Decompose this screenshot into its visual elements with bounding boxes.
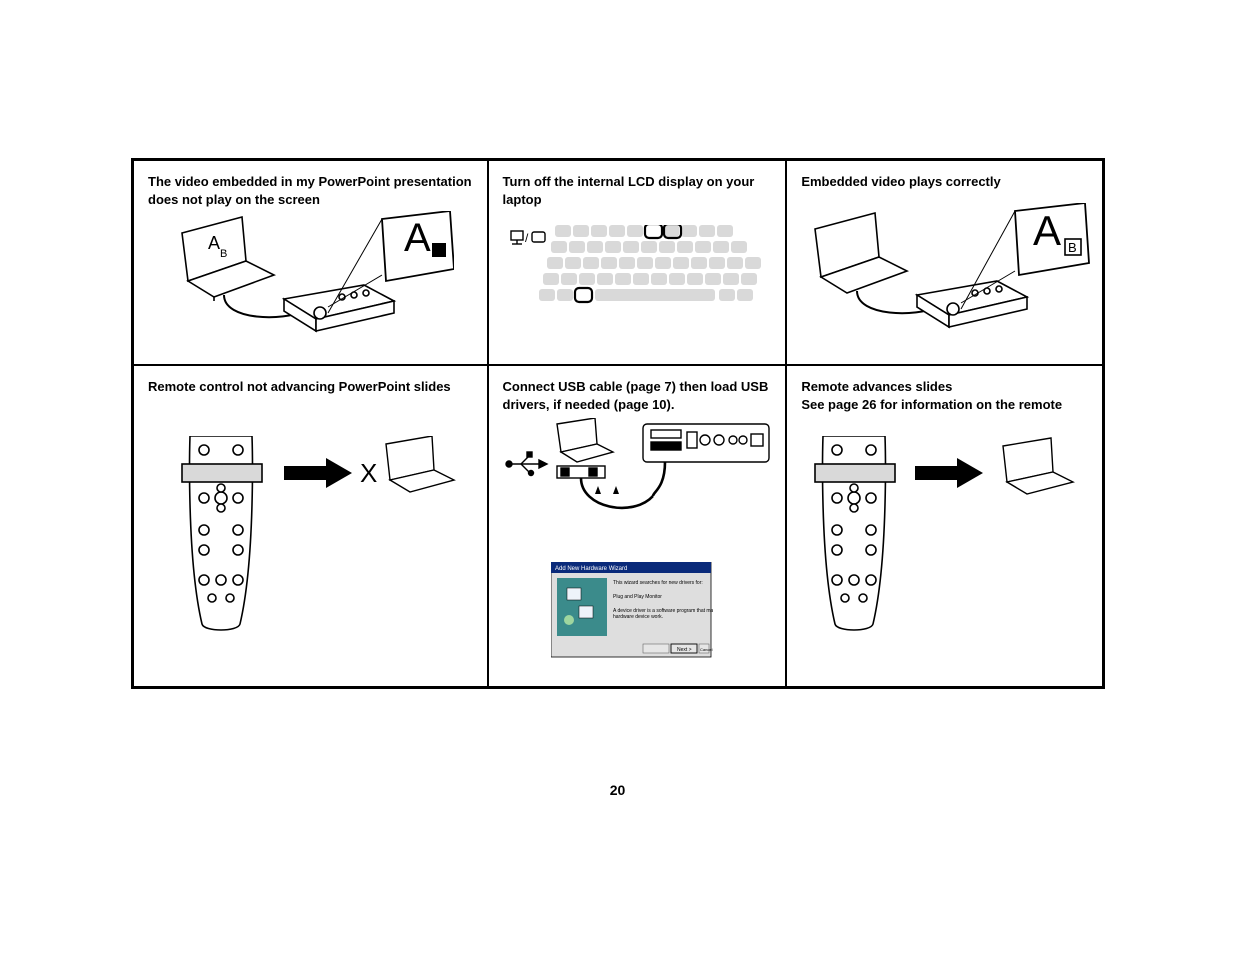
illus-remote-ok [807, 436, 1087, 651]
cell-solution-lcd-off: Turn off the internal LCD display on you… [488, 160, 787, 365]
laptop-icon [1003, 438, 1073, 494]
table-row: Remote control not advancing PowerPoint … [133, 365, 1103, 687]
cell-heading: The video embedded in my PowerPoint pres… [148, 173, 473, 208]
cell-heading: Remote control not advancing PowerPoint … [148, 378, 473, 396]
cell-result-video-ok: Embedded video plays correctly [786, 160, 1103, 365]
troubleshoot-table: The video embedded in my PowerPoint pres… [131, 158, 1105, 689]
table-row: The video embedded in my PowerPoint pres… [133, 160, 1103, 365]
illus-laptop-projector-bad: A B [164, 211, 454, 351]
illus-usb-connect [503, 418, 775, 553]
cell-heading: Remote advances slides See page 26 for i… [801, 378, 1088, 413]
wizard-title: Add New Hardware Wizard [555, 566, 627, 572]
cell-heading: Turn off the internal LCD display on you… [503, 173, 772, 208]
projector-back-icon [643, 424, 769, 462]
svg-text:/: / [525, 231, 529, 245]
hub-icon [557, 466, 605, 478]
arrow-right-icon [284, 458, 352, 488]
cell-heading: Connect USB cable (page 7) then load USB… [503, 378, 772, 413]
black-square-icon [432, 243, 446, 257]
highlight-key-icon [575, 288, 592, 302]
usb-icon [506, 452, 547, 476]
illus-remote-fail: X [174, 436, 464, 651]
label-B: B [220, 248, 227, 260]
lcd-toggle-icon: / [511, 231, 545, 245]
remote-icon [182, 436, 262, 630]
wizard-text: This wizard searches for new drivers for… [613, 580, 703, 586]
manual-page: The video embedded in my PowerPoint pres… [0, 0, 1235, 954]
cell-result-remote-ok: Remote advances slides See page 26 for i… [786, 365, 1103, 687]
keyboard-keys [539, 225, 761, 302]
arrow-up-icon [595, 486, 601, 494]
cell-solution-usb: Connect USB cable (page 7) then load USB… [488, 365, 787, 687]
wizard-cancel-button: Cancel [700, 647, 713, 652]
highlight-key-icon [645, 225, 662, 238]
illus-laptop-projector-good: A B [801, 203, 1091, 348]
wizard-text: hardware device work. [613, 614, 663, 620]
label-A: A [208, 233, 220, 253]
cell-problem-remote: Remote control not advancing PowerPoint … [133, 365, 488, 687]
label-B: B [1068, 240, 1077, 255]
cell-problem-video: The video embedded in my PowerPoint pres… [133, 160, 488, 365]
illus-hardware-wizard: Add New Hardware Wizard This wizard sear… [551, 562, 713, 664]
label-X: X [360, 458, 377, 488]
laptop-icon [557, 418, 613, 462]
cell-heading: Embedded video plays correctly [801, 173, 1088, 191]
heading-line1: Remote advances slides [801, 379, 952, 394]
arrow-up-icon [613, 486, 619, 494]
illus-keyboard: / [507, 225, 771, 340]
wizard-next-button: Next > [677, 647, 692, 653]
remote-icon [815, 436, 895, 630]
label-A-big: A [404, 216, 431, 260]
page-number: 20 [0, 782, 1235, 798]
laptop-icon [386, 436, 454, 492]
heading-line2: See page 26 for information on the remot… [801, 397, 1062, 412]
label-A-big: A [1033, 207, 1061, 254]
arrow-right-icon [915, 458, 983, 488]
wizard-text: Plug and Play Monitor [613, 594, 662, 600]
